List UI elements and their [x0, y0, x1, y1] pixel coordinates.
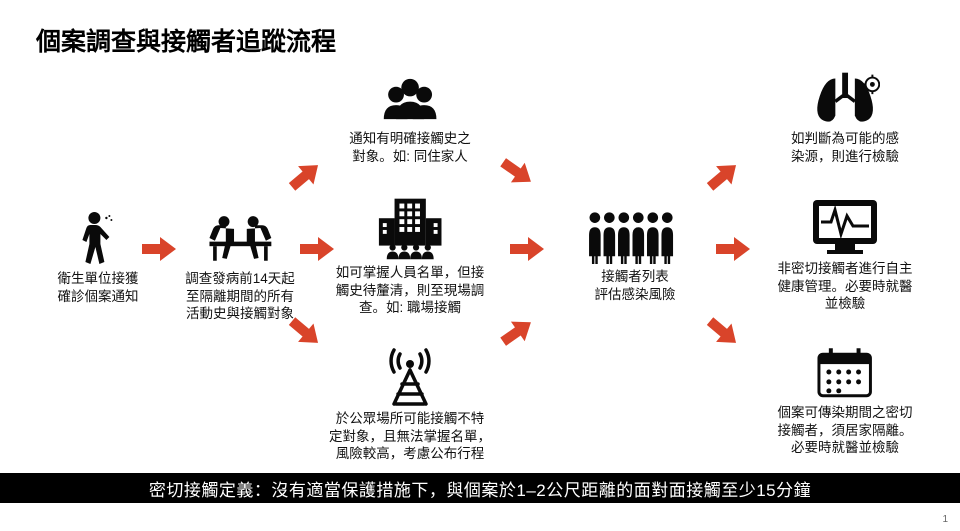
arrow-icon [496, 312, 538, 351]
node-label: 個案可傳染期間之密切接觸者，須居家隔離。必要時就醫並檢驗 [760, 404, 930, 457]
arrow-icon [300, 237, 334, 261]
arrow-icon [702, 156, 743, 196]
vitals-monitor-icon [760, 196, 930, 256]
building-icon [320, 196, 500, 260]
node-label: 非密切接觸者進行自主健康管理。必要時就醫並檢驗 [760, 260, 930, 313]
node-investigate-history: 調查發病前14天起至隔離期間的所有活動史與接觸對象 [170, 210, 310, 323]
node-public-contacts: 於公眾場所可能接觸不特定對象，且無法掌握名單，風險較高，考慮公布行程 [320, 346, 500, 463]
node-possible-source-test: 如判斷為可能的感染源，則進行檢驗 [760, 72, 930, 165]
node-known-contacts: 通知有明確接觸史之對象。如: 同住家人 [320, 72, 500, 165]
arrow-icon [510, 237, 544, 261]
group-icon [320, 72, 500, 126]
node-label: 如可掌握人員名單，但接觸史待釐清，則至現場調查。如: 職場接觸 [320, 264, 500, 317]
node-label: 通知有明確接觸史之對象。如: 同住家人 [320, 130, 500, 165]
node-label: 接觸者列表評估感染風險 [560, 268, 710, 303]
arrow-icon [496, 152, 538, 191]
arrow-icon [702, 312, 743, 352]
page-number: 1 [942, 514, 948, 525]
node-label: 調查發病前14天起至隔離期間的所有活動史與接觸對象 [170, 270, 310, 323]
calendar-icon [760, 346, 930, 400]
page-title: 個案調查與接觸者追蹤流程 [36, 22, 336, 58]
node-workplace-contacts: 如可掌握人員名單，但接觸史待釐清，則至現場調查。如: 職場接觸 [320, 196, 500, 317]
broadcast-tower-icon [320, 346, 500, 406]
node-label: 如判斷為可能的感染源，則進行檢驗 [760, 130, 930, 165]
footer-definition: 密切接觸定義：沒有適當保護措施下，與個案於1–2公尺距離的面對面接觸至少15分鐘 [0, 473, 960, 503]
node-label: 於公眾場所可能接觸不特定對象，且無法掌握名單，風險較高，考慮公布行程 [320, 410, 500, 463]
node-self-health-mgmt: 非密切接觸者進行自主健康管理。必要時就醫並檢驗 [760, 196, 930, 313]
lungs-virus-icon [760, 72, 930, 126]
node-contact-list: 接觸者列表評估感染風險 [560, 208, 710, 303]
arrow-icon [716, 237, 750, 261]
person-coughing-icon [38, 210, 158, 266]
node-home-quarantine: 個案可傳染期間之密切接觸者，須居家隔離。必要時就醫並檢驗 [760, 346, 930, 457]
arrow-icon [142, 237, 176, 261]
people-row-icon [560, 208, 710, 264]
node-notify-health-unit: 衛生單位接獲確診個案通知 [38, 210, 158, 305]
infographic: 個案調查與接觸者追蹤流程 衛生單位接獲確診個案通知 調查發病前14天起至隔離期間… [0, 0, 960, 531]
bench-people-icon [170, 210, 310, 266]
node-label: 衛生單位接獲確診個案通知 [38, 270, 158, 305]
